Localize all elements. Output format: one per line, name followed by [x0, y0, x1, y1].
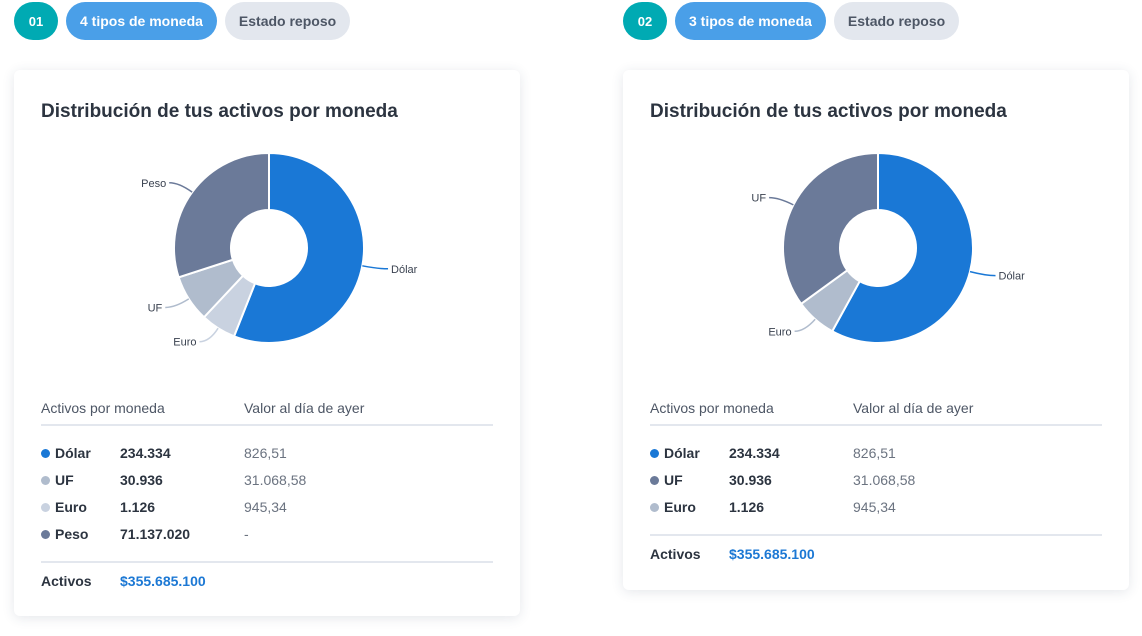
currency-name: Euro	[55, 499, 87, 515]
callout-label-uf: UF	[751, 193, 766, 205]
currency-amount: 30.936	[120, 472, 163, 488]
table-row-dolar: Dólar 234.334 826,51	[650, 444, 1102, 464]
callout-label-euro: Euro	[173, 337, 196, 349]
callout-label-uf: UF	[148, 302, 163, 314]
currency-name: Peso	[55, 526, 89, 542]
donut-slice-dólar[interactable]	[830, 151, 974, 344]
donut-slice-peso[interactable]	[173, 151, 270, 279]
table-header-value: Valor al día de ayer	[244, 400, 365, 416]
donut-chart: Dólar Euro UF	[751, 151, 1026, 344]
total-divider	[650, 534, 1102, 536]
currency-value: 945,34	[244, 499, 287, 515]
callout-line-dólar	[969, 270, 996, 277]
callout-label-euro: Euro	[768, 326, 791, 338]
legend-dot	[41, 503, 50, 512]
state-tab[interactable]: Estado reposo	[224, 2, 351, 40]
callout-line-euro	[199, 327, 219, 343]
table-row-euro: Euro 1.126 945,34	[650, 498, 1102, 518]
legend-dot	[41, 530, 50, 539]
table-header-currency: Activos por moneda	[41, 400, 165, 416]
variant-tab-active[interactable]: 4 tipos de moneda	[66, 2, 217, 40]
currency-value: 945,34	[853, 499, 896, 515]
table-divider	[41, 424, 493, 426]
total-value: $355.685.100	[120, 573, 206, 589]
table-row-uf: UF 30.936 31.068,58	[41, 471, 493, 491]
table-header-currency: Activos por moneda	[650, 400, 774, 416]
donut-slice-dólar[interactable]	[232, 151, 365, 344]
total-label: Activos	[650, 546, 701, 562]
currency-distribution-card: Distribución de tus activos por moneda D…	[623, 70, 1129, 590]
donut-chart: Dólar Euro UF Peso	[141, 151, 418, 349]
callout-label-dólar: Dólar	[999, 271, 1026, 283]
currency-distribution-card: Distribución de tus activos por moneda D…	[14, 70, 520, 616]
currency-name: UF	[664, 472, 683, 488]
currency-amount: 1.126	[729, 499, 765, 515]
callout-label-dólar: Dólar	[391, 264, 418, 276]
table-divider	[650, 424, 1102, 426]
donut-slice-uf[interactable]	[782, 151, 879, 306]
currency-value: 826,51	[853, 445, 896, 461]
currency-amount: 1.126	[120, 499, 156, 515]
callout-line-dólar	[362, 265, 389, 270]
table-row-dolar: Dólar 234.334 826,51	[41, 444, 493, 464]
legend-dot	[650, 449, 659, 458]
table-row-euro: Euro 1.126 945,34	[41, 498, 493, 518]
currency-amount: 30.936	[729, 472, 772, 488]
total-divider	[41, 561, 493, 563]
currency-name: Dólar	[55, 445, 91, 461]
currency-amount: 234.334	[729, 445, 780, 461]
table-row-uf: UF 30.936 31.068,58	[650, 471, 1102, 491]
currency-value: 31.068,58	[853, 472, 916, 488]
callout-line-euro	[794, 318, 816, 333]
currency-value: 31.068,58	[244, 472, 307, 488]
card-title: Distribución de tus activos por moneda	[41, 101, 398, 122]
callout-label-peso: Peso	[141, 178, 166, 190]
variant-pills: 01 4 tipos de moneda Estado reposo	[14, 0, 351, 42]
table-row-peso: Peso 71.137.020 -	[41, 525, 493, 545]
table-header-value: Valor al día de ayer	[853, 400, 974, 416]
currency-name: UF	[55, 472, 74, 488]
callout-line-uf	[165, 298, 190, 309]
currency-name: Euro	[664, 499, 696, 515]
currency-amount: 71.137.020	[120, 526, 191, 542]
state-tab[interactable]: Estado reposo	[833, 2, 960, 40]
currency-value: 826,51	[244, 445, 287, 461]
total-label: Activos	[41, 573, 92, 589]
currency-name: Dólar	[664, 445, 700, 461]
legend-dot	[41, 449, 50, 458]
variant-tab-active[interactable]: 3 tipos de moneda	[675, 2, 826, 40]
variant-number-badge: 01	[14, 2, 58, 40]
total-value: $355.685.100	[729, 546, 815, 562]
card-title: Distribución de tus activos por moneda	[650, 101, 1007, 122]
legend-dot	[650, 476, 659, 485]
variant-number-badge: 02	[623, 2, 667, 40]
callout-line-uf	[769, 196, 794, 206]
legend-dot	[41, 476, 50, 485]
currency-value: -	[244, 526, 249, 542]
variant-pills: 02 3 tipos de moneda Estado reposo	[623, 0, 960, 42]
legend-dot	[650, 503, 659, 512]
currency-amount: 234.334	[120, 445, 171, 461]
callout-line-peso	[169, 182, 193, 193]
